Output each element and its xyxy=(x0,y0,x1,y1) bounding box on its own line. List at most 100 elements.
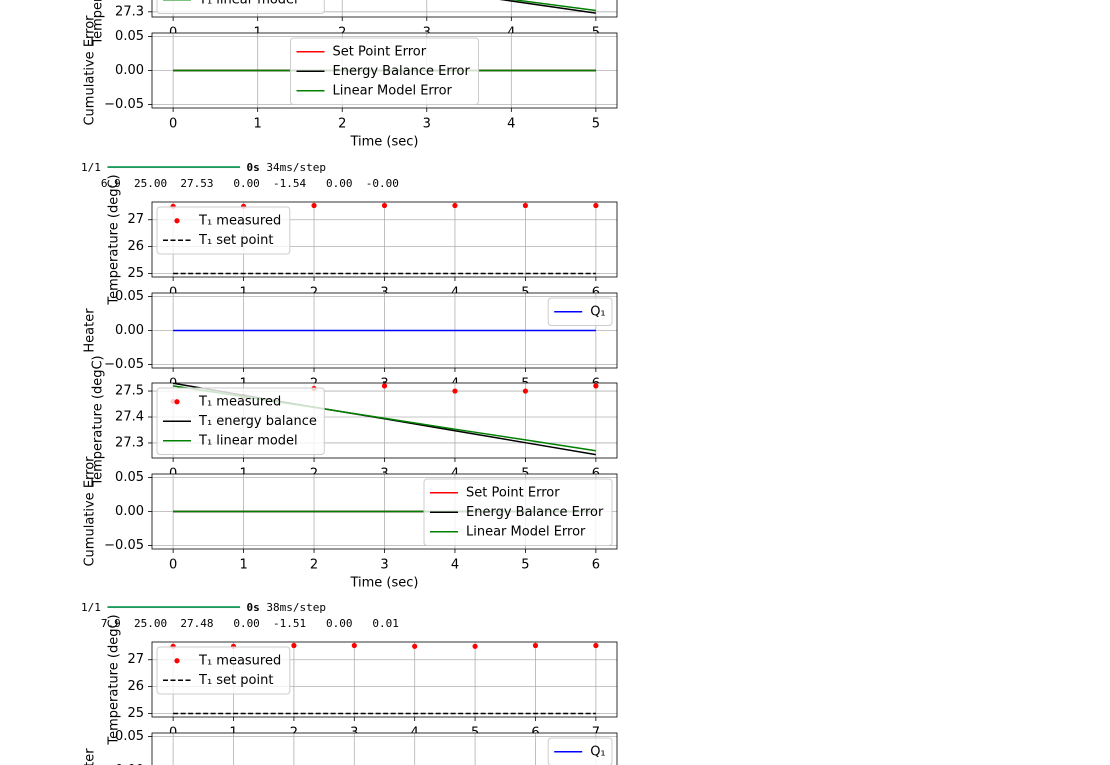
data-point xyxy=(412,643,418,649)
x-tick-label: 5 xyxy=(521,558,529,573)
y-axis-label: Heater xyxy=(83,748,98,765)
data-point xyxy=(472,643,478,649)
step-rate: 34ms/step xyxy=(266,161,326,174)
legend-label: T₁ linear model xyxy=(198,433,298,448)
y-tick-label: 0.05 xyxy=(115,289,144,304)
y-tick-label: 0.00 xyxy=(115,504,144,519)
x-tick-label: 4 xyxy=(507,117,515,132)
legend-label: Linear Model Error xyxy=(466,524,586,539)
progress-count: 1/1 xyxy=(81,601,101,614)
y-axis-label: Heater xyxy=(83,308,98,353)
step-time: 0s xyxy=(247,601,260,614)
x-tick-label: 0 xyxy=(169,558,177,573)
legend-label: Energy Balance Error xyxy=(466,505,604,520)
y-tick-label: 0.00 xyxy=(115,763,144,765)
axes-frame xyxy=(151,201,618,278)
y-tick-label: −0.05 xyxy=(104,357,144,372)
progress-count: 1/1 xyxy=(81,161,101,174)
legend-box xyxy=(423,478,613,546)
data-point xyxy=(593,383,599,389)
legend-box xyxy=(156,387,325,455)
data-point xyxy=(522,202,529,209)
data-point xyxy=(522,388,529,394)
legend-label: T₁ energy balance xyxy=(198,414,317,429)
x-tick-label: 2 xyxy=(310,558,318,573)
y-tick-label: 26 xyxy=(127,239,144,254)
legend-label: T₁ measured xyxy=(198,213,281,228)
y-axis-label: Cumulative Error xyxy=(83,456,98,567)
progress-bar: ━━━━━━━━━━━━━━━━━━━━ xyxy=(106,161,240,174)
x-tick-label: 2 xyxy=(338,117,346,132)
y-axis-label: Temperature (degC) xyxy=(107,614,122,745)
y-axis-label: Cumulative Error xyxy=(83,15,98,126)
y-tick-label: −0.05 xyxy=(104,538,144,553)
plot-area xyxy=(152,733,617,765)
x-tick-label: 3 xyxy=(380,558,388,573)
y-tick-label: 27 xyxy=(127,652,144,667)
legend-label: T₁ linear model xyxy=(198,0,298,7)
y-tick-label: 27 xyxy=(127,212,144,227)
legend-label: T₁ set point xyxy=(198,673,273,688)
data-point xyxy=(311,202,317,209)
axes-frame xyxy=(151,292,618,369)
y-tick-label: 0.00 xyxy=(115,63,144,78)
series-line xyxy=(499,0,596,14)
y-tick-label: 25 xyxy=(127,706,144,721)
x-axis-label: Time (sec) xyxy=(349,576,418,591)
legend-handle xyxy=(174,218,180,224)
legend-label: Linear Model Error xyxy=(333,83,453,98)
legend-label: T₁ set point xyxy=(198,233,273,248)
data-point xyxy=(381,202,388,209)
data-point xyxy=(381,383,388,389)
data-point xyxy=(593,642,599,649)
data-point xyxy=(351,642,357,649)
axes-frame xyxy=(151,641,618,718)
y-axis-label: Temperature (degC) xyxy=(91,355,106,486)
legend-label: Q₁ xyxy=(590,304,605,319)
legend-box xyxy=(290,37,479,105)
x-tick-label: 1 xyxy=(254,117,262,132)
y-tick-label: 27.3 xyxy=(115,435,144,450)
console-values: 7.9 25.00 27.48 0.00 -1.51 0.00 0.01 xyxy=(81,617,399,630)
step-time: 0s xyxy=(247,161,260,174)
axes-frame xyxy=(151,473,618,550)
axes-frame xyxy=(151,32,618,109)
x-tick-label: 3 xyxy=(423,117,431,132)
data-point xyxy=(452,202,458,209)
y-tick-label: 25 xyxy=(127,266,144,281)
legend-box xyxy=(156,646,291,695)
legend-label: Set Point Error xyxy=(333,44,427,59)
y-tick-label: 27.5 xyxy=(115,384,144,399)
legend-label: T₁ measured xyxy=(198,653,281,668)
y-tick-label: −0.05 xyxy=(104,97,144,112)
x-axis-label: Time (sec) xyxy=(349,135,418,150)
x-tick-label: 4 xyxy=(451,558,459,573)
y-axis-label: Temperature (degC) xyxy=(91,0,106,46)
x-tick-label: 1 xyxy=(239,558,247,573)
console-values: 6.9 25.00 27.53 0.00 -1.54 0.00 -0.00 xyxy=(81,177,399,190)
legend-label: Set Point Error xyxy=(466,485,560,500)
legend-label: Energy Balance Error xyxy=(333,64,471,79)
y-tick-label: 0.05 xyxy=(115,470,144,485)
data-point xyxy=(452,388,458,394)
legend-box xyxy=(156,206,291,255)
axes-frame xyxy=(151,732,618,765)
series-line xyxy=(510,0,596,12)
legend-box xyxy=(156,0,325,14)
y-tick-label: 27.4 xyxy=(115,409,144,424)
y-tick-label: 0.05 xyxy=(115,729,144,744)
x-tick-label: 0 xyxy=(169,117,177,132)
x-tick-label: 6 xyxy=(592,558,600,573)
legend-handle xyxy=(174,658,180,664)
legend-label: T₁ measured xyxy=(198,394,281,409)
y-tick-label: 26 xyxy=(127,679,144,694)
y-tick-label: 0.05 xyxy=(115,29,144,44)
y-tick-label: 27.3 xyxy=(115,4,144,19)
legend-handle xyxy=(174,399,180,405)
data-point xyxy=(593,202,599,209)
axes-frame xyxy=(151,382,618,459)
data-point xyxy=(532,642,539,649)
x-tick-label: 5 xyxy=(592,117,600,132)
